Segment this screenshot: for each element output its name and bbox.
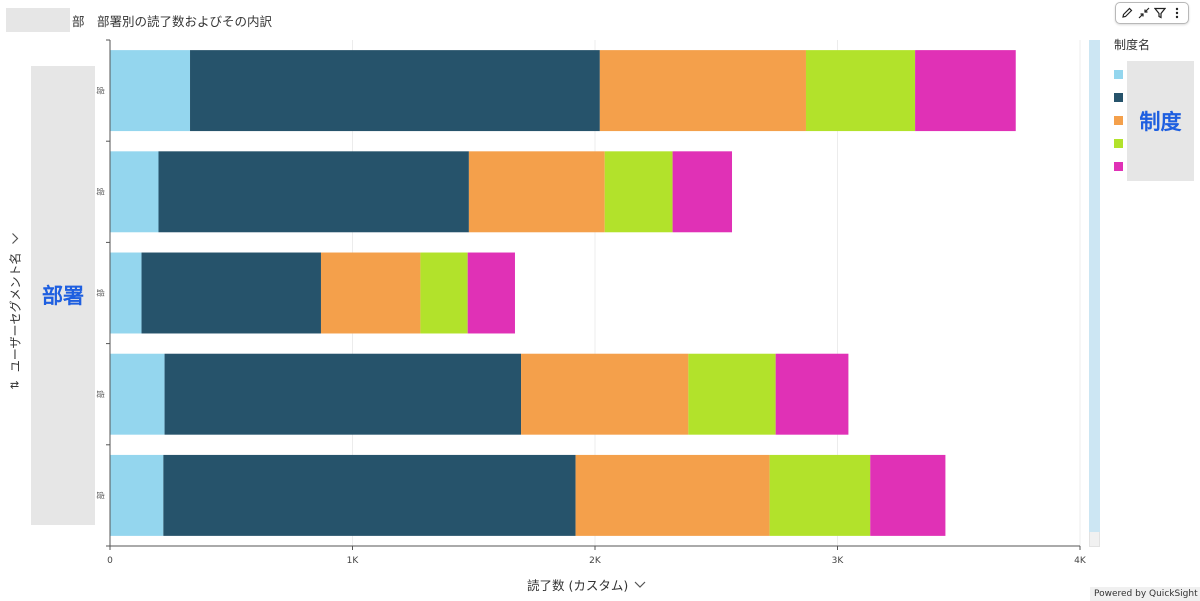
bar-segment[interactable] — [190, 50, 600, 132]
x-tick-label: 0 — [107, 556, 113, 566]
bar-segment[interactable] — [420, 252, 468, 334]
legend-swatch[interactable] — [1114, 116, 1123, 125]
bar-segment[interactable] — [110, 151, 159, 233]
visual-title: 部 部署別の読了数およびその内訳 — [72, 14, 273, 29]
legend-swatch[interactable] — [1114, 70, 1123, 79]
bar-segment[interactable] — [769, 454, 871, 536]
chevron-down-icon[interactable] — [8, 233, 22, 245]
bar-segment[interactable] — [158, 151, 469, 233]
pencil-icon[interactable] — [1119, 5, 1135, 21]
redacted-legend-labels — [1127, 61, 1194, 181]
y-tick-label: 部 — [96, 188, 106, 196]
bar-segment[interactable] — [672, 151, 733, 233]
bar-segment[interactable] — [468, 151, 605, 233]
redacted-title-prefix — [6, 8, 70, 32]
y-axis-title[interactable]: ⇅ ユーザーセグメント名 — [6, 226, 24, 396]
bar-segment[interactable] — [521, 353, 689, 435]
x-tick-label: 1K — [347, 556, 360, 566]
bar-segment[interactable] — [163, 454, 576, 536]
legend-title: 制度名 — [1114, 38, 1151, 52]
powered-by-text: Powered by QuickSight — [1094, 589, 1198, 599]
bar-segment[interactable] — [604, 151, 673, 233]
x-axis-title-text: 読了数 (カスタム) — [527, 578, 629, 593]
bar-segment[interactable] — [870, 454, 946, 536]
filter-icon[interactable] — [1152, 5, 1168, 21]
bar-segment[interactable] — [110, 353, 165, 435]
bar-segment[interactable] — [805, 50, 916, 132]
y-axis-overlay-label: 部署 — [42, 284, 84, 308]
bar-segment[interactable] — [775, 353, 849, 435]
legend-scrollbar-thumb[interactable] — [1089, 40, 1100, 532]
bar-segment[interactable] — [688, 353, 776, 435]
legend-overlay-label: 制度 — [1139, 110, 1182, 134]
y-tick-label: 部 — [96, 289, 106, 297]
powered-by-footer: Powered by QuickSight — [1090, 587, 1200, 601]
y-tick-label: 部 — [96, 390, 106, 398]
bar-segment[interactable] — [467, 252, 515, 334]
collapse-icon[interactable] — [1136, 5, 1152, 21]
legend-swatch[interactable] — [1114, 139, 1123, 148]
y-tick-label: 部 — [96, 87, 106, 95]
x-tick-label: 3K — [832, 556, 845, 566]
bar-segment[interactable] — [110, 50, 191, 132]
bar-segment[interactable] — [599, 50, 806, 132]
legend-swatch[interactable] — [1114, 162, 1123, 171]
redacted-category-labels — [31, 66, 95, 525]
bar-segment[interactable] — [575, 454, 770, 536]
bar-segment[interactable] — [320, 252, 421, 334]
x-tick-label: 2K — [589, 556, 602, 566]
bar-segment[interactable] — [141, 252, 321, 334]
bar-segment[interactable] — [110, 454, 164, 536]
x-axis-title[interactable]: 読了数 (カスタム) — [527, 575, 646, 594]
chevron-down-icon[interactable] — [634, 577, 646, 592]
bar-segment[interactable] — [915, 50, 1016, 132]
x-tick-label: 4K — [1074, 556, 1087, 566]
bar-segment[interactable] — [110, 252, 142, 334]
more-vertical-icon[interactable] — [1169, 5, 1185, 21]
visual-toolbar — [1115, 2, 1189, 24]
y-tick-label: 部 — [96, 491, 106, 499]
legend-swatch[interactable] — [1114, 93, 1123, 102]
bar-segment[interactable] — [164, 353, 522, 435]
